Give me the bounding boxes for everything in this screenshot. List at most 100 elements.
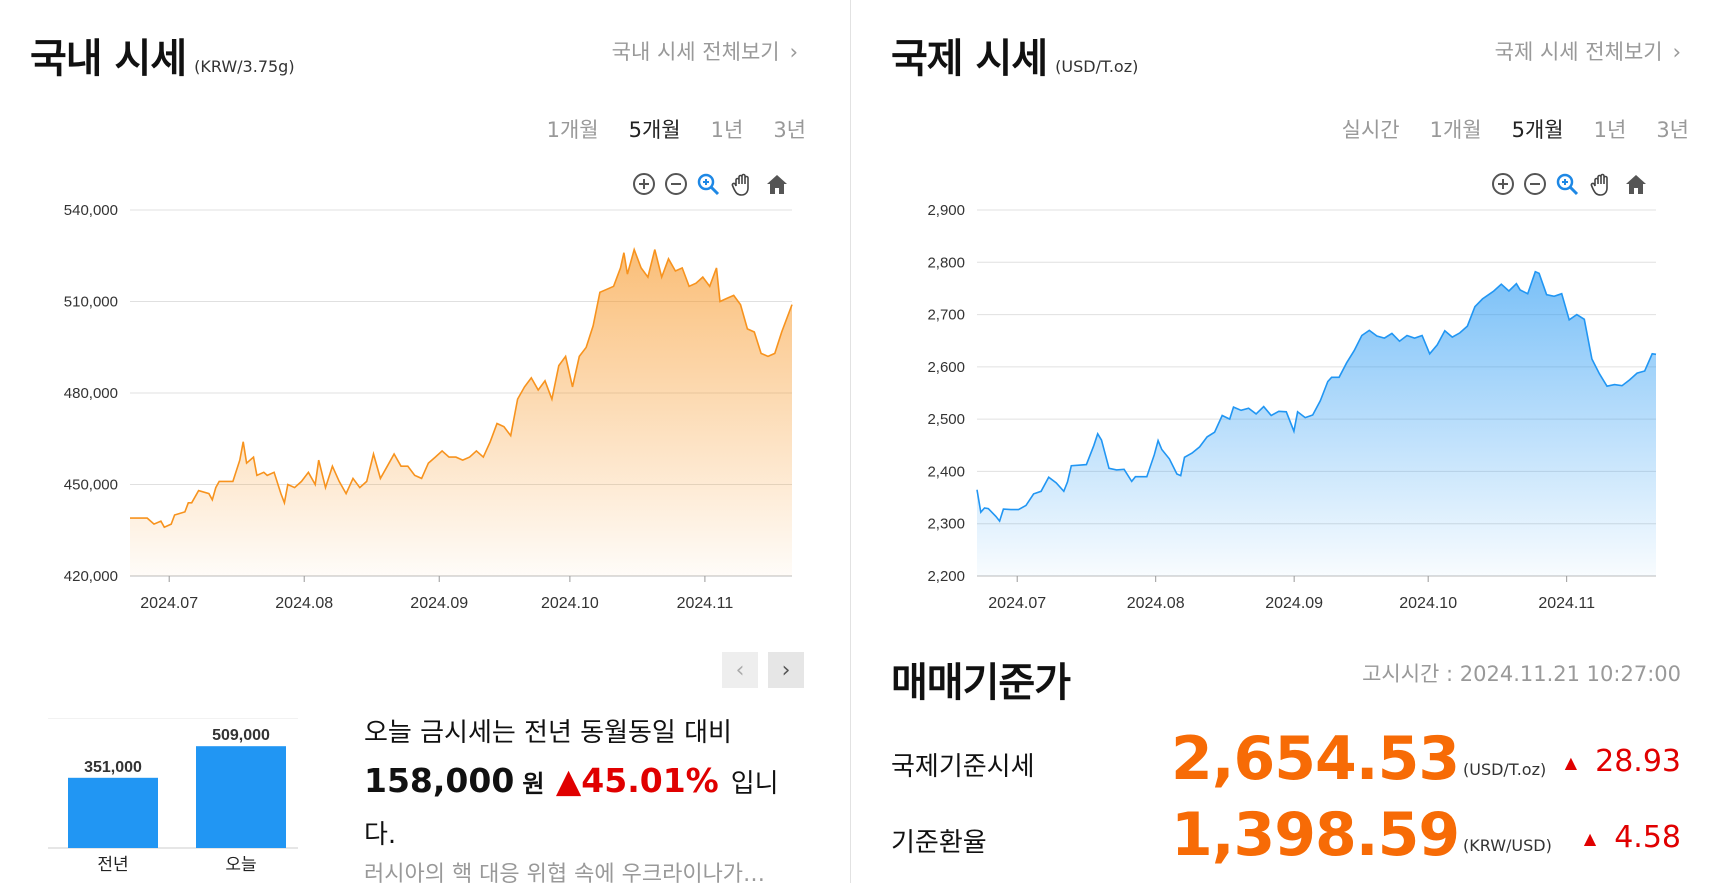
summary-intro: 오늘 금시세는 전년 동월동일 대비	[364, 718, 732, 748]
international-tab-period[interactable]: 실시간	[1341, 118, 1400, 142]
up-triangle-icon: ▲	[555, 761, 582, 800]
chevron-right-icon: ›	[1672, 40, 1681, 64]
international-panel: 국제 시세 (USD/T.oz) 국제 시세 전체보기 › 실시간 1개월 5개월 …	[851, 0, 1721, 883]
prev-button[interactable]: ‹	[722, 652, 758, 688]
international-tab-period[interactable]: 1년	[1593, 118, 1627, 142]
row-change: ▲ 28.93	[1565, 744, 1681, 779]
home-icon[interactable]	[764, 172, 790, 196]
x-tick-label: 2024.09	[410, 595, 468, 612]
yoy-bar-value: 509,000	[212, 727, 270, 744]
x-tick-label: 2024.07	[988, 595, 1046, 612]
international-tab-period[interactable]: 5개월	[1511, 118, 1564, 142]
zoom-select-icon[interactable]	[696, 172, 722, 196]
domestic-tab-period[interactable]: 5개월	[628, 118, 681, 142]
exchange-rate-row: 기준환율 1,398.59 (KRW/USD) ▲ 4.58	[891, 800, 1681, 880]
price-line	[130, 247, 793, 529]
zoom-select-icon[interactable]	[1555, 172, 1581, 196]
summary-diff: 158,000	[364, 761, 515, 800]
row-change-value: 28.93	[1595, 744, 1681, 779]
area-fill	[977, 271, 1656, 576]
panel-divider	[850, 0, 851, 883]
y-tick-label: 2,500	[927, 411, 965, 428]
domestic-tab-period[interactable]: 3년	[773, 118, 806, 142]
y-tick-label: 2,900	[927, 202, 965, 219]
international-period-tabs: 실시간 1개월 5개월 1년 3년	[1342, 114, 1689, 144]
row-unit: (KRW/USD)	[1463, 836, 1552, 855]
domestic-tab-period[interactable]: 1년	[710, 118, 744, 142]
pan-hand-icon[interactable]	[1589, 172, 1615, 198]
row-change: ▲ 4.58	[1584, 820, 1681, 855]
y-tick-label: 480,000	[64, 385, 118, 402]
y-tick-label: 2,800	[927, 254, 965, 271]
yoy-bar	[196, 746, 286, 848]
domestic-more-link-text: 국내 시세 전체보기	[611, 40, 780, 64]
zoom-out-icon[interactable]	[1523, 172, 1547, 196]
news-headline[interactable]: 러시아의 핵 대응 위협 속에 우크라이나가…	[364, 862, 766, 887]
y-tick-label: 2,300	[927, 516, 965, 533]
international-unit: (USD/T.oz)	[1055, 57, 1139, 76]
yoy-bar	[68, 777, 158, 848]
international-title-text: 국제 시세	[891, 36, 1048, 82]
x-tick-label: 2024.10	[541, 595, 599, 612]
summary-values: 158,000 원 ▲45.01% 입니다.	[364, 757, 804, 859]
y-tick-label: 540,000	[64, 202, 118, 219]
row-label: 국제기준시세	[891, 752, 1035, 782]
up-triangle-icon: ▲	[1564, 753, 1578, 772]
domestic-price-chart: 420,000 450,000 480,000 510,000 540,000 2024.…	[64, 202, 793, 612]
y-tick-label: 420,000	[64, 568, 118, 585]
international-tab-period[interactable]: 1개월	[1429, 118, 1482, 142]
international-price-chart: 2,200 2,300 2,400 2,500 2,600 2,700 2,800 2,900…	[927, 202, 1657, 612]
notice-time: 고시시간 : 2024.11.21 10:27:00	[1362, 662, 1681, 686]
row-unit: (USD/T.oz)	[1463, 760, 1547, 779]
chevron-right-icon: ›	[789, 40, 798, 64]
y-tick-label: 2,600	[927, 359, 965, 376]
y-tick-label: 2,200	[927, 568, 965, 585]
y-tick-label: 450,000	[64, 477, 118, 494]
intl-base-price-row: 국제기준시세 2,654.53 (USD/T.oz) ▲ 28.93	[891, 724, 1681, 804]
domestic-period-tabs: 1개월 5개월 1년 3년	[547, 114, 806, 144]
summary-pct: 45.01%	[581, 761, 719, 800]
y-tick-label: 510,000	[64, 294, 118, 311]
row-value: 1,398.59	[1171, 800, 1460, 870]
area-fill	[130, 249, 792, 576]
international-tab-period[interactable]: 3년	[1656, 118, 1689, 142]
y-tick-label: 2,700	[927, 307, 965, 324]
yoy-bar-chart: 351,000 전년 509,000 오늘	[48, 718, 298, 875]
domestic-title: 국내 시세 (KRW/3.75g)	[30, 26, 295, 84]
international-chart-toolbar	[1491, 172, 1649, 198]
international-more-link[interactable]: 국제 시세 전체보기 ›	[1495, 36, 1681, 66]
domestic-chart-toolbar	[632, 172, 790, 198]
zoom-out-icon[interactable]	[664, 172, 688, 196]
x-tick-label: 2024.08	[275, 595, 333, 612]
international-title: 국제 시세 (USD/T.oz)	[891, 26, 1138, 84]
domestic-unit: (KRW/3.75g)	[194, 57, 295, 76]
domestic-tab-period[interactable]: 1개월	[546, 118, 599, 142]
price-line	[976, 270, 1657, 523]
international-more-link-text: 국제 시세 전체보기	[1494, 40, 1663, 64]
x-tick-label: 2024.11	[1538, 595, 1595, 612]
row-change-value: 4.58	[1614, 820, 1681, 855]
domestic-title-text: 국내 시세	[30, 36, 187, 82]
next-button[interactable]: ›	[768, 652, 804, 688]
domestic-panel: 국내 시세 (KRW/3.75g) 국내 시세 전체보기 › 1개월 5개월 1년 …	[0, 0, 850, 887]
x-tick-label: 2024.10	[1399, 595, 1457, 612]
domestic-more-link[interactable]: 국내 시세 전체보기 ›	[612, 36, 798, 66]
home-icon[interactable]	[1623, 172, 1649, 196]
up-triangle-icon: ▲	[1583, 829, 1597, 848]
x-tick-label: 2024.08	[1127, 595, 1185, 612]
chevron-right-icon: ›	[781, 657, 791, 683]
row-label: 기준환율	[891, 828, 987, 858]
x-tick-label: 2024.09	[1265, 595, 1323, 612]
chevron-left-icon: ‹	[735, 657, 745, 683]
row-value: 2,654.53	[1171, 724, 1460, 794]
yoy-summary: 오늘 금시세는 전년 동월동일 대비 158,000 원 ▲45.01% 입니다.	[364, 712, 804, 859]
y-tick-label: 2,400	[927, 463, 965, 480]
pan-hand-icon[interactable]	[730, 172, 756, 198]
x-tick-label: 2024.07	[140, 595, 198, 612]
zoom-in-icon[interactable]	[632, 172, 656, 196]
yoy-bar-category: 전년	[97, 855, 128, 875]
zoom-in-icon[interactable]	[1491, 172, 1515, 196]
x-tick-label: 2024.11	[677, 595, 734, 612]
base-price-title: 매매기준가	[891, 660, 1071, 706]
summary-diff-unit: 원	[522, 770, 545, 798]
